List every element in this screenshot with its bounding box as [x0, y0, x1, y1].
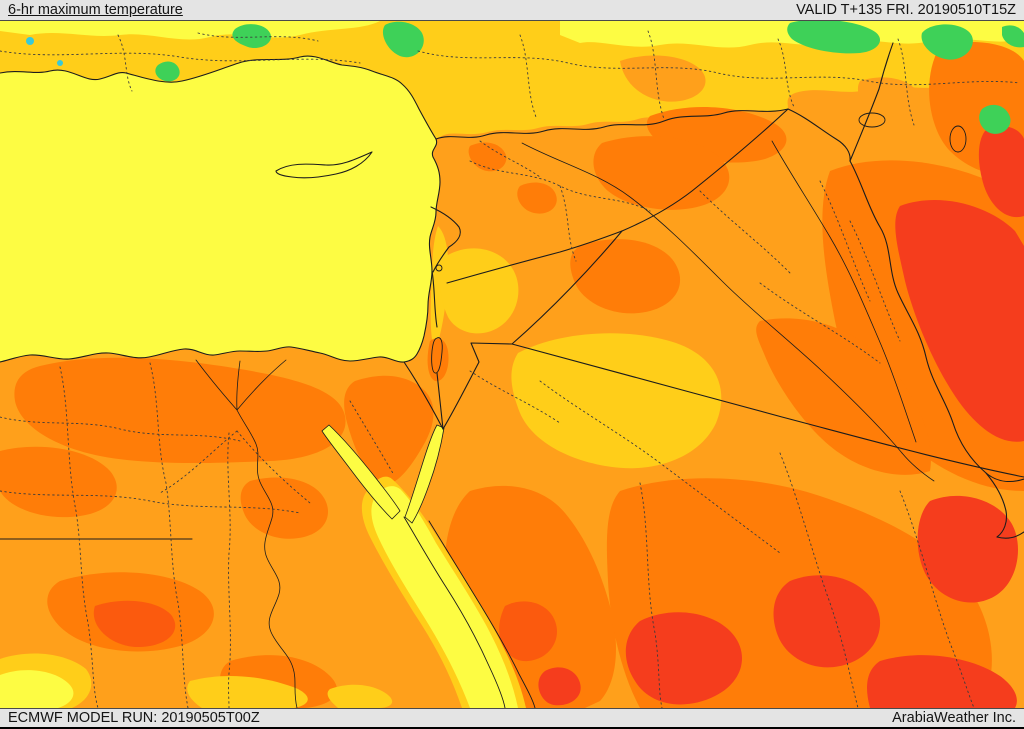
temp-region-yellow-mediterranean [0, 56, 440, 363]
temp-region-dark-sinai [344, 375, 434, 485]
temp-spot-green-3 [787, 21, 881, 54]
temp-patch-dark-syria-2 [517, 182, 557, 214]
lake-urmia-outline [949, 125, 967, 153]
dead-sea-outline [431, 337, 443, 374]
admin-border-line [479, 140, 541, 178]
admin-border-line [849, 220, 901, 342]
shatt-al-arab [901, 452, 935, 482]
temp-spot-redorange-egypt-core [93, 600, 176, 648]
admin-border-line [897, 38, 915, 126]
temp-patch-orange-anatolia-2 [857, 77, 920, 117]
admin-border-line [149, 362, 189, 708]
border-syria-iraq [621, 108, 789, 232]
border-jordan-rift [431, 270, 444, 430]
admin-border-line [647, 30, 665, 120]
temp-core-red-east-iraq [895, 200, 1024, 442]
admin-borders [0, 30, 1021, 708]
country-borders [0, 42, 1024, 540]
cyprus-outline [275, 151, 373, 179]
temp-patch-dark-syria-1 [468, 142, 507, 172]
temp-core-red-ne-edge [978, 126, 1024, 218]
admin-border-line [227, 432, 231, 708]
red-sea-shores [403, 516, 536, 708]
temp-spot-green-5 [979, 104, 1011, 134]
temp-band-gold-north-saudi [511, 333, 722, 469]
admin-border-line [236, 430, 311, 504]
temp-spot-red-hejaz-small [538, 667, 581, 706]
temp-core-red-saudi-2 [773, 575, 881, 668]
rivers [195, 140, 935, 708]
admin-border-line [779, 452, 859, 708]
valid-time-label: VALID T+135 FRI. 20190510T15Z [796, 1, 1016, 18]
border-turkey-iran [849, 42, 894, 162]
nile-river [236, 409, 298, 708]
lakes [431, 112, 967, 374]
temp-spot-redorange-hejaz [499, 601, 557, 662]
temp-spot-teal-2 [57, 60, 63, 66]
admin-border-line [759, 282, 881, 364]
temp-patch-orange-anatolia-1 [620, 55, 706, 102]
admin-border-line [539, 380, 781, 554]
admin-border-line [777, 38, 795, 108]
admin-border-line [197, 32, 319, 42]
coastline-mediterranean [0, 55, 441, 363]
admin-border-line [469, 370, 561, 424]
border-lebanon [430, 206, 461, 273]
border-iraq-saudi [511, 343, 1024, 478]
border-jordan-saudi [442, 342, 513, 430]
temp-core-red-saudi-3 [917, 495, 1018, 603]
temp-patch-yellow-sw-corner [0, 670, 74, 708]
temp-spot-teal-1 [26, 37, 34, 45]
admin-border-line [0, 416, 241, 442]
credit-label: ArabiaWeather Inc. [892, 709, 1016, 726]
temperature-map [0, 21, 1024, 708]
temp-region-dark-north-egypt [14, 357, 346, 464]
temp-spot-green-7 [1002, 25, 1024, 48]
temp-spot-green-1 [232, 24, 271, 49]
temp-spot-green-4 [921, 24, 973, 60]
temp-region-dark-syrian-desert [570, 239, 681, 314]
temp-patch-gold-bottom-nile [187, 675, 308, 708]
temp-core-red-saudi-1 [625, 612, 742, 705]
temp-patch-dark-nile-valley [240, 477, 328, 539]
border-turkey-syria-iraq [435, 108, 851, 162]
lake-van-outline [858, 112, 886, 128]
temp-band-yellow-red-sea [371, 486, 518, 708]
gulf-of-suez [321, 424, 401, 520]
model-run-label: ECMWF MODEL RUN: 20190505T00Z [8, 709, 260, 726]
red-sea-east-shore [428, 520, 536, 708]
admin-border-line [469, 160, 651, 212]
temp-patch-gold-bottom-east-nile [327, 684, 393, 708]
border-kuwait [985, 472, 1024, 539]
footer-bar: ECMWF MODEL RUN: 20190505T00Z ArabiaWeat… [0, 708, 1024, 729]
red-sea-west-shore [403, 516, 506, 708]
admin-border-line [117, 34, 133, 92]
admin-border-line [159, 430, 238, 494]
nile-delta-branches [195, 359, 287, 411]
border-jordan-syria [446, 230, 623, 284]
admin-border-line [559, 185, 577, 262]
sea-of-galilee-outline [435, 264, 443, 272]
temp-patch-dark-west-egypt [0, 446, 117, 518]
border-egypt-israel [403, 361, 444, 430]
euphrates-river [521, 142, 903, 454]
temp-spot-green-6 [155, 61, 180, 82]
temp-strip-yellow-top-left [0, 21, 380, 40]
map-title: 6-hr maximum temperature [8, 1, 183, 18]
temp-band-gold-levant-coast [430, 226, 449, 351]
temp-band-gold-jordan-highlands [440, 248, 519, 334]
gulf-of-aqaba [404, 424, 445, 524]
temp-region-dark-east-syria [593, 136, 730, 210]
admin-border-line [639, 482, 663, 708]
admin-border-line [819, 180, 871, 302]
header-bar: 6-hr maximum temperature VALID T+135 FRI… [0, 0, 1024, 21]
border-jordan-iraq [511, 230, 623, 345]
tigris-river [771, 140, 917, 443]
temp-spot-green-2 [382, 21, 424, 58]
temp-core-red-saudi-4 [867, 655, 1017, 708]
admin-border-line [349, 400, 395, 476]
admin-border-line [0, 490, 301, 514]
